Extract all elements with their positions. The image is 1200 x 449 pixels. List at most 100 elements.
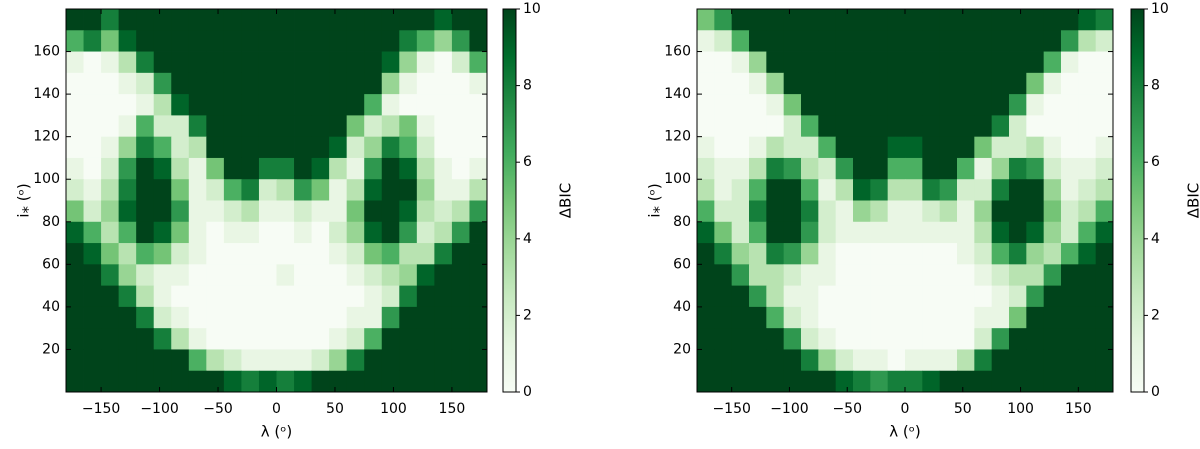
heatmap-cell — [870, 349, 888, 371]
heatmap-cell — [801, 73, 819, 95]
heatmap-cell — [749, 243, 767, 265]
heatmap-cell — [836, 201, 854, 223]
heatmap-cell — [119, 94, 137, 116]
heatmap-cell — [1078, 243, 1096, 265]
heatmap-cell — [1078, 371, 1096, 393]
heatmap-cell — [940, 371, 958, 393]
x-tick-label: 0 — [272, 401, 281, 417]
heatmap-cell — [905, 286, 923, 308]
heatmap-cell — [801, 30, 819, 52]
heatmap-cell — [329, 137, 347, 159]
heatmap-cell — [992, 328, 1010, 350]
heatmap-cell — [1078, 179, 1096, 201]
heatmap-cell — [1044, 179, 1062, 201]
heatmap-cell — [1044, 243, 1062, 265]
heatmap-cell — [749, 264, 767, 286]
heatmap-cell — [364, 115, 382, 137]
heatmap-cell — [294, 243, 312, 265]
heatmap-cell — [818, 222, 836, 244]
heatmap-cell — [697, 264, 715, 286]
heatmap-cell — [434, 94, 452, 116]
heatmap-cell — [957, 73, 975, 95]
heatmap-cell — [992, 137, 1010, 159]
heatmap-cell — [277, 328, 295, 350]
heatmap-cell — [818, 137, 836, 159]
heatmap-cell — [206, 264, 224, 286]
heatmap-cell — [697, 158, 715, 180]
heatmap-cell — [732, 94, 750, 116]
heatmap-cell — [714, 307, 732, 329]
heatmap-cell — [992, 115, 1010, 137]
heatmap-cell — [364, 94, 382, 116]
heatmap-cell — [870, 222, 888, 244]
heatmap-cell — [1061, 9, 1079, 31]
heatmap-cell — [206, 286, 224, 308]
heatmap-cell — [294, 264, 312, 286]
heatmap-cell — [119, 158, 137, 180]
heatmap-cell — [84, 73, 102, 95]
heatmap-cell — [1061, 286, 1079, 308]
heatmap-cell — [364, 201, 382, 223]
heatmap-cell — [241, 179, 259, 201]
heatmap-cell — [364, 349, 382, 371]
heatmap-cell — [714, 371, 732, 393]
heatmap-cell — [382, 137, 400, 159]
heatmap-cell — [382, 286, 400, 308]
heatmap-cell — [259, 179, 277, 201]
heatmap-cell — [732, 73, 750, 95]
heatmap-cell — [1096, 137, 1114, 159]
heatmap-cell — [347, 264, 365, 286]
heatmap-cell — [801, 115, 819, 137]
heatmap-cell — [382, 371, 400, 393]
heatmap-cell — [974, 371, 992, 393]
heatmap-cell — [766, 307, 784, 329]
heatmap-cell — [1078, 286, 1096, 308]
heatmap-cell — [1096, 158, 1114, 180]
heatmap-cell — [957, 222, 975, 244]
heatmap-cell — [905, 371, 923, 393]
heatmap-cell — [818, 158, 836, 180]
heatmap-cell — [136, 307, 154, 329]
heatmap-cell — [957, 94, 975, 116]
heatmap-cell — [329, 9, 347, 31]
heatmap-cell — [136, 73, 154, 95]
heatmap-cell — [1026, 94, 1044, 116]
heatmap-cell — [329, 158, 347, 180]
heatmap-cell — [1026, 264, 1044, 286]
heatmap-cell — [697, 201, 715, 223]
heatmap-cell — [119, 328, 137, 350]
heatmap-cell — [714, 30, 732, 52]
heatmap-cell — [312, 158, 330, 180]
heatmap-cell — [1009, 201, 1027, 223]
colorbar-tick-label: 6 — [1151, 154, 1160, 170]
heatmap-cell — [697, 137, 715, 159]
heatmap-cell — [1061, 307, 1079, 329]
heatmap-cell — [136, 243, 154, 265]
y-tick-label: 80 — [673, 214, 691, 230]
colorbar-tick-label: 8 — [1151, 78, 1160, 94]
heatmap-cell — [399, 243, 417, 265]
heatmap-cell — [714, 243, 732, 265]
heatmap-cell — [714, 115, 732, 137]
heatmap-cell — [749, 9, 767, 31]
heatmap-cell — [818, 328, 836, 350]
y-tick-label: 120 — [33, 129, 60, 145]
heatmap-cell — [277, 307, 295, 329]
heatmap-cell — [784, 243, 802, 265]
x-tick-label: −50 — [203, 401, 233, 417]
heatmap-cell — [119, 286, 137, 308]
heatmap-cell — [766, 201, 784, 223]
heatmap-cell — [853, 286, 871, 308]
heatmap-cell — [922, 30, 940, 52]
heatmap-cell — [399, 286, 417, 308]
heatmap-cell — [101, 264, 119, 286]
heatmap-cell — [382, 328, 400, 350]
heatmap-cell — [888, 307, 906, 329]
heatmap-cell — [382, 201, 400, 223]
heatmap-cell — [66, 94, 84, 116]
heatmap-cell — [417, 137, 435, 159]
heatmap-cell — [259, 371, 277, 393]
colorbar-tick-label: 10 — [523, 1, 541, 17]
heatmap-cell — [922, 349, 940, 371]
heatmap-cell — [1026, 52, 1044, 74]
